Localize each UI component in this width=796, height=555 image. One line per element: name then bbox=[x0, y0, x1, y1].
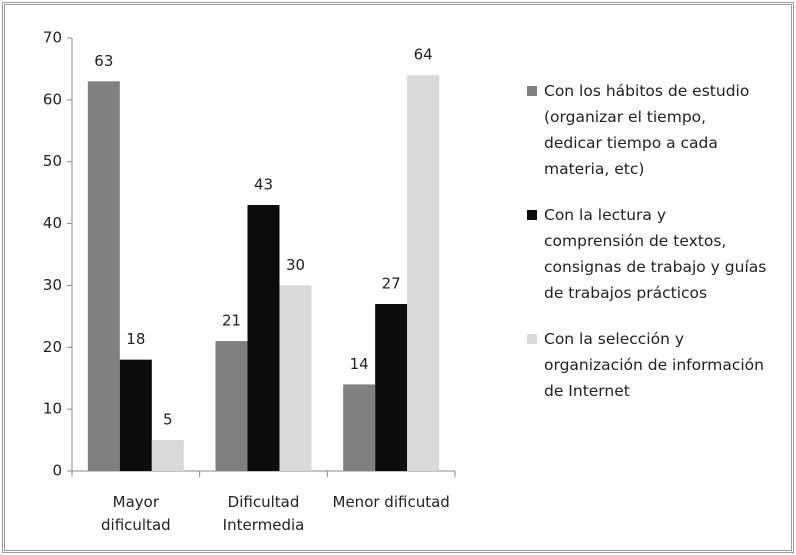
bar bbox=[343, 384, 376, 471]
value-label: 43 bbox=[254, 176, 273, 194]
y-tick-label: 60 bbox=[43, 90, 62, 108]
x-tick-label: Menor dificutad bbox=[332, 493, 450, 511]
bar bbox=[215, 341, 248, 471]
legend: Con los hábitos de estudio (organizar el… bbox=[527, 78, 767, 424]
bar bbox=[279, 285, 312, 471]
value-label: 18 bbox=[126, 330, 145, 348]
x-tick-label: Dificultad Intermedia bbox=[222, 493, 305, 534]
y-tick-label: 10 bbox=[43, 400, 62, 418]
legend-item: Con la lectura y comprensión de textos, … bbox=[527, 202, 767, 306]
bar bbox=[407, 75, 440, 471]
x-tick-label: Mayor dificultad bbox=[101, 493, 171, 534]
legend-item: Con los hábitos de estudio (organizar el… bbox=[527, 78, 767, 182]
legend-swatch bbox=[527, 210, 537, 220]
value-label: 30 bbox=[286, 256, 305, 274]
value-label: 27 bbox=[382, 274, 401, 292]
bar bbox=[119, 359, 152, 471]
y-tick-label: 50 bbox=[43, 152, 62, 170]
value-label: 14 bbox=[350, 355, 369, 373]
y-tick-label: 70 bbox=[43, 29, 62, 47]
legend-label: Con la selección y organización de infor… bbox=[544, 330, 764, 400]
legend-swatch bbox=[527, 86, 537, 96]
value-label: 63 bbox=[94, 52, 113, 70]
legend-item: Con la selección y organización de infor… bbox=[527, 326, 767, 404]
bar bbox=[375, 303, 408, 471]
bar bbox=[247, 205, 280, 471]
bar bbox=[151, 440, 184, 471]
value-label: 64 bbox=[414, 46, 433, 64]
bar bbox=[87, 81, 120, 472]
legend-label: Con los hábitos de estudio (organizar el… bbox=[544, 82, 750, 178]
y-tick-label: 20 bbox=[43, 338, 62, 356]
legend-label: Con la lectura y comprensión de textos, … bbox=[544, 206, 767, 302]
value-label: 5 bbox=[163, 411, 173, 429]
y-tick-label: 40 bbox=[43, 214, 62, 232]
value-label: 21 bbox=[222, 312, 241, 330]
y-tick-label: 30 bbox=[43, 276, 62, 294]
y-tick-label: 0 bbox=[52, 462, 62, 480]
legend-swatch bbox=[527, 334, 537, 344]
